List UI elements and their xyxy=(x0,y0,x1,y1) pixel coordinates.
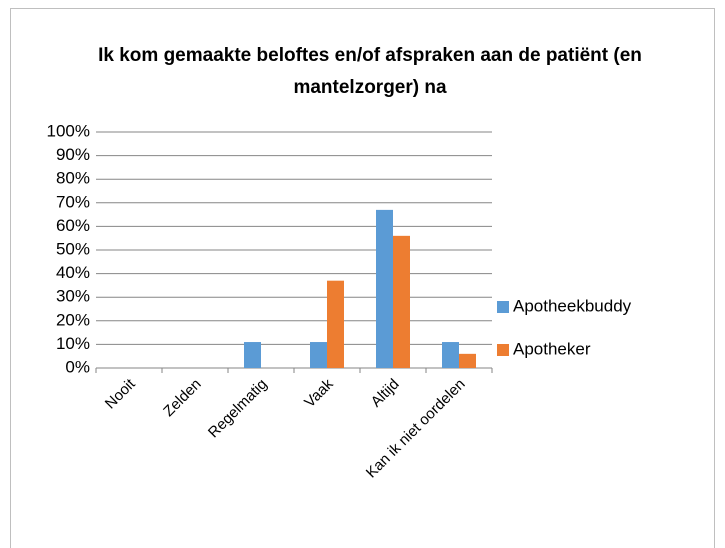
legend-label: Apotheker xyxy=(513,339,591,358)
y-tick-label: 90% xyxy=(56,145,90,164)
y-tick-label: 60% xyxy=(56,216,90,235)
bar xyxy=(376,209,393,368)
y-tick-label: 80% xyxy=(56,169,90,188)
bar xyxy=(459,353,476,368)
bar xyxy=(327,280,344,368)
bar xyxy=(442,342,459,368)
x-tick-label: Altijd xyxy=(368,376,403,411)
bar xyxy=(393,235,410,368)
bar xyxy=(310,342,327,368)
y-tick-label: 10% xyxy=(56,334,90,353)
y-tick-label: 20% xyxy=(56,310,90,329)
x-tick-label: Vaak xyxy=(301,375,337,411)
y-tick-label: 0% xyxy=(65,357,90,376)
chart-border xyxy=(10,8,715,548)
legend-swatch xyxy=(497,344,509,356)
legend-swatch xyxy=(497,301,509,313)
y-tick-label: 30% xyxy=(56,287,90,306)
x-tick-label: Zelden xyxy=(160,376,204,420)
chart-title: Ik kom gemaakte beloftes en/of afspraken… xyxy=(98,45,642,98)
x-tick-label: Nooit xyxy=(102,375,139,412)
y-tick-label: 50% xyxy=(56,239,90,258)
y-tick-label: 70% xyxy=(56,192,90,211)
bar xyxy=(244,342,261,368)
x-tick-label: Regelmatig xyxy=(205,376,271,442)
legend-label: Apotheekbuddy xyxy=(513,296,632,315)
y-tick-label: 100% xyxy=(47,121,90,140)
y-tick-label: 40% xyxy=(56,263,90,282)
